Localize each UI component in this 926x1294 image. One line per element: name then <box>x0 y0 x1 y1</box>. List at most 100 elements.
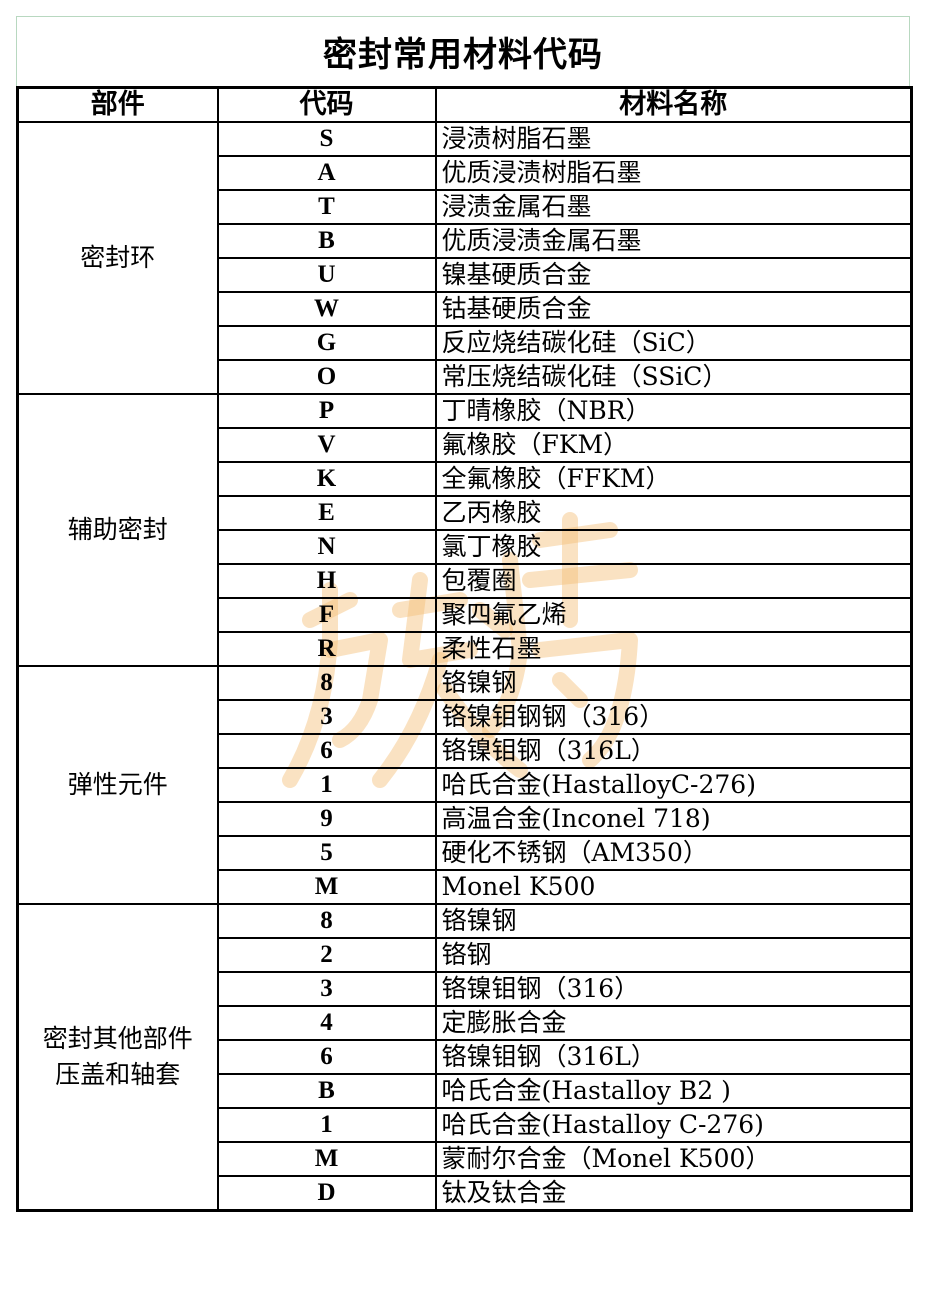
code-cell: M <box>216 869 437 905</box>
table-row: H 包覆圈 <box>18 563 913 599</box>
code-cell: S <box>216 121 437 157</box>
code-cell: E <box>216 495 437 531</box>
table-row: D 钛及钛合金 <box>18 1175 913 1212</box>
code-cell: 1 <box>216 1107 437 1143</box>
table-row: R 柔性石墨 <box>18 631 913 667</box>
code-cell: 8 <box>216 665 437 701</box>
material-name-cell: 铬镍钢 <box>434 903 913 939</box>
material-name-cell: 蒙耐尔合金（Monel K500） <box>434 1141 913 1177</box>
table-row: 6 铬镍钼钢（316L） <box>18 1039 913 1075</box>
material-name-cell: 全氟橡胶（FFKM） <box>434 461 913 497</box>
material-name-cell: 钛及钛合金 <box>434 1175 913 1212</box>
code-cell: V <box>216 427 437 463</box>
part-cell: 辅助密封 <box>16 393 219 667</box>
code-cell: U <box>216 257 437 293</box>
material-name-cell: 浸渍树脂石墨 <box>434 121 913 157</box>
material-name-cell: 优质浸渍金属石墨 <box>434 223 913 259</box>
table-row: A 优质浸渍树脂石墨 <box>18 155 913 191</box>
code-cell: 2 <box>216 937 437 973</box>
code-cell: P <box>216 393 437 429</box>
code-cell: B <box>216 223 437 259</box>
header-name: 材料名称 <box>434 86 913 123</box>
code-cell: 9 <box>216 801 437 837</box>
table-row: T 浸渍金属石墨 <box>18 189 913 225</box>
material-name-cell: 铬镍钢 <box>434 665 913 701</box>
material-name-cell: 钴基硬质合金 <box>434 291 913 327</box>
code-cell: R <box>216 631 437 667</box>
part-cell: 密封环 <box>16 121 219 395</box>
code-cell: 6 <box>216 1039 437 1075</box>
code-cell: N <box>216 529 437 565</box>
material-name-cell: 铬钢 <box>434 937 913 973</box>
table-row: 密封其他部件 压盖和轴套 8 铬镍钢 <box>16 903 913 1212</box>
material-name-cell: 硬化不锈钢（AM350） <box>434 835 913 871</box>
material-name-cell: 铬镍钼钢（316） <box>434 971 913 1007</box>
code-cell: D <box>216 1175 437 1212</box>
header-part: 部件 <box>16 86 219 123</box>
material-name-cell: Monel K500 <box>434 869 913 905</box>
sheet-title: 密封常用材料代码 <box>16 16 910 86</box>
code-cell: 8 <box>216 903 437 939</box>
table-row: G 反应烧结碳化硅（SiC） <box>18 325 913 361</box>
code-cell: F <box>216 597 437 633</box>
table-row: 3 铬镍钼钢（316） <box>18 971 913 1007</box>
code-cell: 3 <box>216 699 437 735</box>
code-cell: B <box>216 1073 437 1109</box>
material-name-cell: 反应烧结碳化硅（SiC） <box>434 325 913 361</box>
material-name-cell: 镍基硬质合金 <box>434 257 913 293</box>
table-row: 6 铬镍钼钢（316L） <box>18 733 913 769</box>
material-name-cell: 氯丁橡胶 <box>434 529 913 565</box>
material-name-cell: 聚四氟乙烯 <box>434 597 913 633</box>
code-cell: 6 <box>216 733 437 769</box>
table-row: N 氯丁橡胶 <box>18 529 913 565</box>
table-row: 5 硬化不锈钢（AM350） <box>18 835 913 871</box>
table-row: K 全氟橡胶（FFKM） <box>18 461 913 497</box>
code-cell: H <box>216 563 437 599</box>
part-cell: 弹性元件 <box>16 665 219 905</box>
table-row: F 聚四氟乙烯 <box>18 597 913 633</box>
material-name-cell: 哈氏合金(HastalloyC-276) <box>434 767 913 803</box>
material-name-cell: 哈氏合金(Hastalloy B2 ) <box>434 1073 913 1109</box>
table-row: V 氟橡胶（FKM） <box>18 427 913 463</box>
material-name-cell: 铬镍钼钢（316L） <box>434 733 913 769</box>
material-name-cell: 定膨胀合金 <box>434 1005 913 1041</box>
table-body: 密封环 S 浸渍树脂石墨 A 优质浸渍树脂石墨 T 浸渍金属石墨 B 优质浸渍金属石墨 U 镍基硬质… <box>16 121 913 1212</box>
material-name-cell: 氟橡胶（FKM） <box>434 427 913 463</box>
material-code-table: 部件 代码 材料名称 密封环 S 浸渍树脂石墨 A 优质浸渍树脂石墨 T 浸渍金属石墨 B 优质… <box>16 86 913 1212</box>
table-row: B 优质浸渍金属石墨 <box>18 223 913 259</box>
material-code-sheet: 密封常用材料代码 部件 代码 材料名称 密封环 S 浸渍树脂石墨 A 优质浸渍树脂石墨 T… <box>16 16 913 1212</box>
table-row: M Monel K500 <box>18 869 913 905</box>
code-cell: 1 <box>216 767 437 803</box>
table-row: 1 哈氏合金(HastalloyC-276) <box>18 767 913 803</box>
table-row: M 蒙耐尔合金（Monel K500） <box>18 1141 913 1177</box>
material-name-cell: 柔性石墨 <box>434 631 913 667</box>
table-row: W 钴基硬质合金 <box>18 291 913 327</box>
material-name-cell: 丁晴橡胶（NBR） <box>434 393 913 429</box>
table-row: 辅助密封 P 丁晴橡胶（NBR） <box>16 393 913 667</box>
code-cell: G <box>216 325 437 361</box>
code-cell: K <box>216 461 437 497</box>
table-row: E 乙丙橡胶 <box>18 495 913 531</box>
material-name-cell: 常压烧结碳化硅（SSiC） <box>434 359 913 395</box>
code-cell: A <box>216 155 437 191</box>
material-name-cell: 铬镍钼钢钢（316） <box>434 699 913 735</box>
material-name-cell: 浸渍金属石墨 <box>434 189 913 225</box>
code-cell: O <box>216 359 437 395</box>
code-cell: 3 <box>216 971 437 1007</box>
code-cell: T <box>216 189 437 225</box>
table-row: O 常压烧结碳化硅（SSiC） <box>18 359 913 395</box>
material-name-cell: 乙丙橡胶 <box>434 495 913 531</box>
part-cell: 密封其他部件 压盖和轴套 <box>16 903 219 1212</box>
material-name-cell: 铬镍钼钢（316L） <box>434 1039 913 1075</box>
table-row: U 镍基硬质合金 <box>18 257 913 293</box>
table-row: 9 高温合金(Inconel 718) <box>18 801 913 837</box>
material-name-cell: 优质浸渍树脂石墨 <box>434 155 913 191</box>
code-cell: M <box>216 1141 437 1177</box>
material-name-cell: 哈氏合金(Hastalloy C-276) <box>434 1107 913 1143</box>
material-name-cell: 包覆圈 <box>434 563 913 599</box>
header-row: 部件 代码 材料名称 <box>16 86 913 123</box>
table-row: 3 铬镍钼钢钢（316） <box>18 699 913 735</box>
table-row: 弹性元件 8 铬镍钢 <box>16 665 913 905</box>
code-cell: W <box>216 291 437 327</box>
table-row: 密封环 S 浸渍树脂石墨 <box>16 121 913 395</box>
